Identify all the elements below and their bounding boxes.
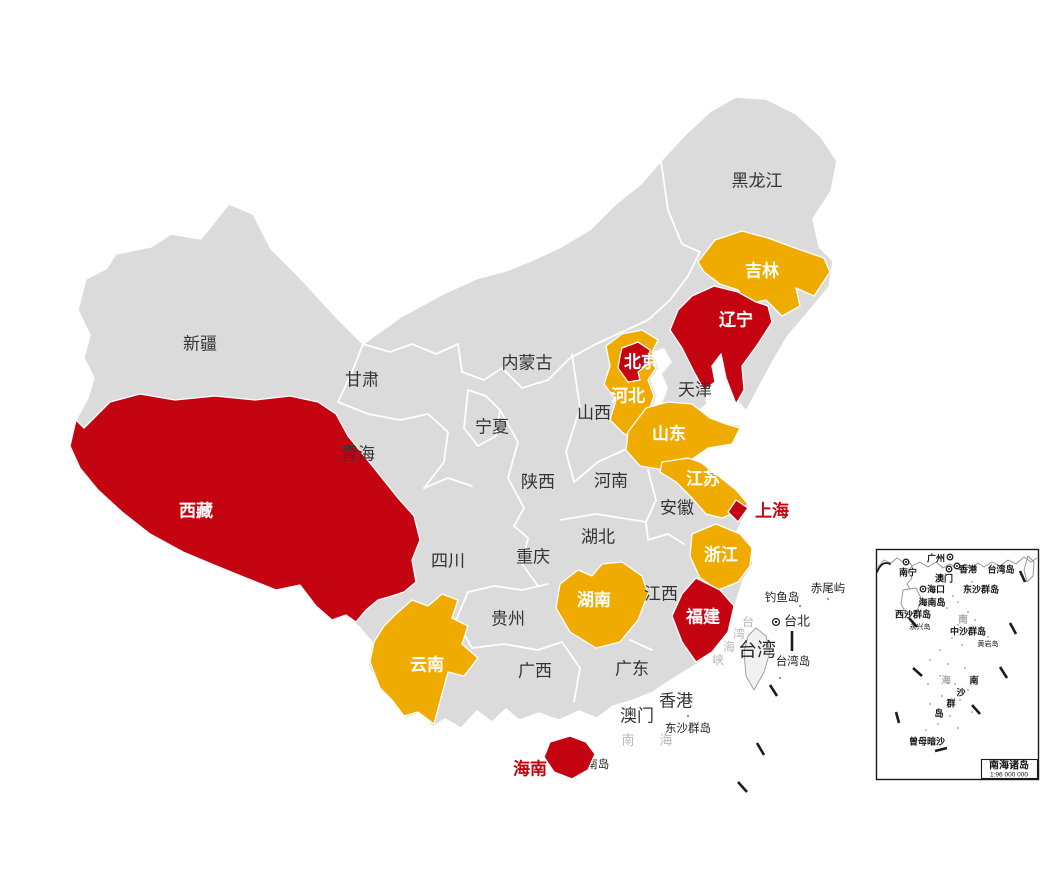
label-shandong: 山东 [652,423,686,443]
inset-label-yongxingdao: 永兴岛 [910,622,931,631]
label-chongqing: 重庆 [516,547,550,566]
label-taibei: 台北 [784,613,810,628]
label-yunnan: 云南 [410,654,444,674]
label-jilin: 吉林 [745,260,779,280]
province-xizang-shape[interactable] [69,393,421,623]
nanhai-char-1: 南 [621,732,634,747]
label-xizang: 西藏 [179,501,213,520]
label-tianjin: 天津 [678,380,712,399]
label-ningxia: 宁夏 [475,417,509,436]
province-labels-gray: 黑龙江 新疆 甘肃 内蒙古 天津 山西 宁夏 青海 陕西 河南 安徽 四川 重庆… [183,171,783,725]
nine-dash-line-main [737,631,794,793]
inset-label-zhongsha: 中沙群岛 [950,625,986,636]
label-guangxi: 广西 [518,661,552,680]
inset-title: 南海诸岛 [989,759,1029,772]
province-yunnan-shape[interactable] [369,593,479,725]
label-neimenggu: 内蒙古 [502,353,553,372]
inset-label-xisha: 西沙群岛 [895,608,931,619]
inset-label-nanning: 南宁 [899,566,917,577]
strait-char-2: 湾 [733,626,745,641]
province-hainan-shape[interactable] [543,735,596,780]
label-hubei: 湖北 [581,527,615,546]
inset-label-aomen: 澳门 [935,572,953,583]
label-fujian: 福建 [685,606,720,626]
province-labels-white: 吉林 辽宁 北京 河北 山东 江苏 浙江 湖南 福建 云南 西藏 [179,260,779,674]
label-taiwan: 台湾 [738,639,776,661]
label-shaanxi: 陕西 [521,472,555,491]
label-heilongjiang: 黑龙江 [732,171,783,190]
label-jiangxi: 江西 [644,584,678,603]
inset-label-hainandao: 海南岛 [918,596,945,607]
province-borders [337,160,701,703]
strait-char-1: 台 [742,614,754,629]
inset-label-xianggang: 香港 [958,563,978,574]
nine-dash-line-inset [894,570,1027,753]
islet-dots-main [686,597,830,718]
sea-labels: 台 湾 海 峡 南 海 [621,614,754,747]
inset-nanhai-char-2: 海 [941,675,951,687]
province-labels-red: 上海 海南 [513,500,789,778]
nanhai-char-2: 海 [659,732,672,747]
label-hainan: 海南 [513,758,547,778]
province-shanghai-shape[interactable] [727,499,749,523]
label-shanghai: 上海 [755,500,789,520]
inset-label-huangyandao: 黄岩岛 [978,639,999,648]
label-zhejiang: 浙江 [704,544,738,564]
inset-label-dongsha: 东沙群岛 [963,583,999,594]
inset-scale-box: 南海诸岛 1:96 000 000 [980,759,1039,780]
label-hebei: 河北 [611,386,645,405]
province-zhejiang-shape[interactable] [689,523,753,591]
label-aomen: 澳门 [620,706,654,725]
inset-nansha-char-1: 南 [969,674,978,685]
inset-scale: 1:96 000 000 [990,772,1028,779]
inset-islet-dots [925,581,989,731]
province-liaoning-shape[interactable] [669,285,773,405]
inset-frame [875,548,1040,781]
label-gansu: 甘肃 [345,370,379,389]
label-liaoning: 辽宁 [719,309,753,329]
label-jiangsu: 江苏 [686,468,720,488]
label-qinghai: 青海 [341,444,375,463]
strait-char-3: 海 [723,639,735,654]
province-shandong-shape[interactable] [625,401,741,471]
label-beijing: 北京 [624,351,658,371]
label-henan: 河南 [594,471,628,490]
province-jilin-shape[interactable] [697,230,831,317]
province-fujian-shape[interactable] [671,577,735,663]
place-labels: 钓鱼岛 赤尾屿 台北 台湾岛 东沙群岛 [665,582,845,735]
inset-city-markers [902,553,961,593]
inset-label-zengmuansha: 曾母暗沙 [909,735,945,746]
label-hunan: 湖南 [577,589,611,609]
label-taiwandao: 台湾岛 [776,654,811,668]
label-guangdong: 广东 [615,659,649,678]
label-anhui: 安徽 [660,498,694,517]
inset-label-guangzhou: 广州 [927,552,945,563]
taibei-city-marker [771,617,781,627]
inset-nansha-char-4: 岛 [934,707,943,718]
inset-label-taiwandao: 台湾岛 [987,563,1014,574]
label-xinjiang: 新疆 [183,334,217,353]
label-guizhou: 贵州 [491,609,525,628]
province-hunan-shape[interactable] [555,561,649,649]
inset-label-haikou: 海口 [927,583,945,594]
strait-char-4: 峡 [712,653,724,667]
label-shanxi: 山西 [577,403,611,422]
label-xianggang: 香港 [659,691,693,710]
province-taiwan-shape[interactable] [743,627,771,691]
label-chiweiyu: 赤尾屿 [811,582,846,595]
inset-nanhai-char-1: 南 [958,614,968,626]
highlighted-provinces: 海南岛 [69,230,831,780]
province-beijing-shape[interactable] [617,341,651,383]
label-diaoyudao: 钓鱼岛 [765,590,800,604]
label-dongshaqundao: 东沙群岛 [665,721,711,735]
label-sichuan: 四川 [431,551,465,570]
inset-nansha-char-3: 群 [945,697,955,708]
inset-nansha-char-2: 沙 [956,687,965,697]
south-china-sea-inset: 南宁 广州 澳门 香港 台湾岛 海口 东沙群岛 海南岛 西沙群岛 永兴岛 中沙群… [875,548,1040,781]
